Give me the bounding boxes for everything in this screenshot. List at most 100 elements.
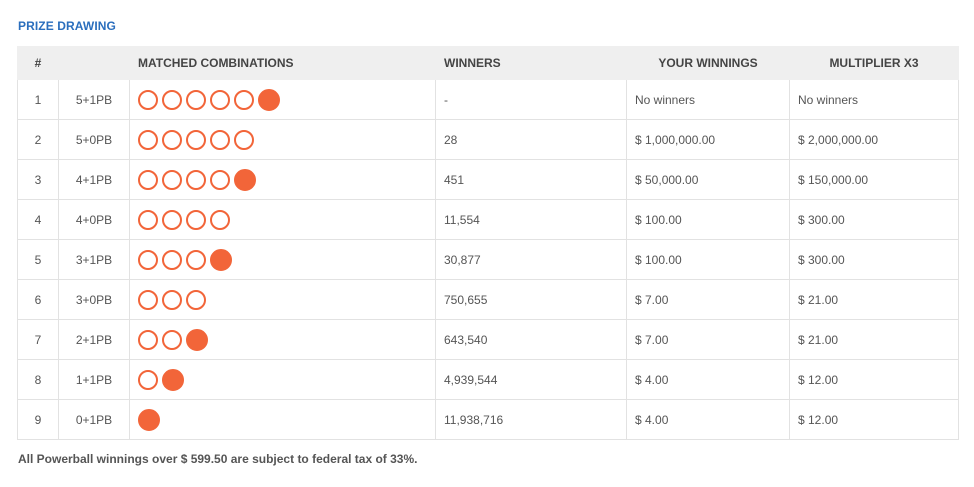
white-ball-icon: [162, 329, 182, 350]
powerball-icon: [210, 248, 232, 271]
row-number: 9: [17, 399, 59, 440]
your-winnings: $ 100.00: [626, 239, 790, 280]
header-matched-combinations: MATCHED COMBINATIONS: [129, 46, 436, 80]
multiplier-winnings: $ 12.00: [789, 399, 959, 440]
white-ball-icon: [138, 169, 158, 190]
your-winnings: $ 7.00: [626, 279, 790, 320]
your-winnings: $ 4.00: [626, 399, 790, 440]
white-ball-icon: [210, 209, 230, 230]
multiplier-winnings: $ 12.00: [789, 359, 959, 400]
table-row: 4 4+0PB 11,554 $ 100.00 $ 300.00: [17, 199, 959, 240]
white-ball-icon: [138, 249, 158, 270]
row-number: 6: [17, 279, 59, 320]
matched-balls: [138, 209, 427, 230]
white-ball-icon: [138, 89, 158, 110]
winners-count: 30,877: [435, 239, 627, 280]
combination-code: 2+1PB: [58, 319, 130, 360]
multiplier-winnings: $ 300.00: [789, 239, 959, 280]
matched-balls-cell: [129, 119, 436, 160]
combination-code: 3+0PB: [58, 279, 130, 320]
winners-count: -: [435, 79, 627, 120]
matched-balls: [138, 129, 427, 150]
multiplier-winnings: $ 21.00: [789, 319, 959, 360]
winners-count: 451: [435, 159, 627, 200]
powerball-icon: [186, 328, 208, 351]
header-num: #: [17, 46, 59, 80]
table-header-row: # MATCHED COMBINATIONS WINNERS YOUR WINN…: [17, 46, 959, 80]
white-ball-icon: [138, 329, 158, 350]
matched-balls: [138, 289, 427, 310]
white-ball-icon: [162, 289, 182, 310]
your-winnings: $ 100.00: [626, 199, 790, 240]
matched-balls: [138, 408, 427, 431]
powerball-icon: [162, 368, 184, 391]
winners-count: 4,939,544: [435, 359, 627, 400]
row-number: 1: [17, 79, 59, 120]
matched-balls-cell: [129, 199, 436, 240]
white-ball-icon: [210, 169, 230, 190]
matched-balls-cell: [129, 239, 436, 280]
powerball-icon: [138, 408, 160, 431]
page-title: PRIZE DRAWING: [18, 19, 116, 33]
row-number: 5: [17, 239, 59, 280]
winners-count: 750,655: [435, 279, 627, 320]
table-row: 3 4+1PB 451 $ 50,000.00 $ 150,000.00: [17, 159, 959, 200]
matched-balls-cell: [129, 79, 436, 120]
matched-balls-cell: [129, 159, 436, 200]
matched-balls-cell: [129, 319, 436, 360]
multiplier-winnings: $ 21.00: [789, 279, 959, 320]
header-winners: WINNERS: [435, 46, 627, 80]
white-ball-icon: [186, 209, 206, 230]
multiplier-winnings: $ 150,000.00: [789, 159, 959, 200]
multiplier-winnings: No winners: [789, 79, 959, 120]
table-body: 1 5+1PB - No winners No winners 2 5+0PB 28 $ 1,0…: [17, 79, 959, 440]
white-ball-icon: [186, 249, 206, 270]
table-row: 6 3+0PB 750,655 $ 7.00 $ 21.00: [17, 279, 959, 320]
prize-table: # MATCHED COMBINATIONS WINNERS YOUR WINN…: [17, 46, 959, 440]
your-winnings: $ 1,000,000.00: [626, 119, 790, 160]
combination-code: 1+1PB: [58, 359, 130, 400]
header-multiplier: MULTIPLIER X3: [789, 46, 959, 80]
table-row: 7 2+1PB 643,540 $ 7.00 $ 21.00: [17, 319, 959, 360]
white-ball-icon: [186, 89, 206, 110]
white-ball-icon: [234, 89, 254, 110]
table-row: 5 3+1PB 30,877 $ 100.00 $ 300.00: [17, 239, 959, 280]
white-ball-icon: [138, 369, 158, 390]
row-number: 4: [17, 199, 59, 240]
header-code-spacer: [58, 46, 130, 80]
white-ball-icon: [234, 129, 254, 150]
white-ball-icon: [162, 169, 182, 190]
row-number: 7: [17, 319, 59, 360]
white-ball-icon: [138, 209, 158, 230]
winners-count: 643,540: [435, 319, 627, 360]
white-ball-icon: [138, 129, 158, 150]
white-ball-icon: [186, 169, 206, 190]
multiplier-winnings: $ 300.00: [789, 199, 959, 240]
winners-count: 11,938,716: [435, 399, 627, 440]
white-ball-icon: [210, 129, 230, 150]
tax-note: All Powerball winnings over $ 599.50 are…: [18, 452, 418, 466]
white-ball-icon: [138, 289, 158, 310]
matched-balls: [138, 248, 427, 271]
matched-balls: [138, 368, 427, 391]
powerball-icon: [234, 168, 256, 191]
table-row: 9 0+1PB 11,938,716 $ 4.00 $ 12.00: [17, 399, 959, 440]
your-winnings: No winners: [626, 79, 790, 120]
combination-code: 0+1PB: [58, 399, 130, 440]
white-ball-icon: [162, 129, 182, 150]
row-number: 3: [17, 159, 59, 200]
matched-balls-cell: [129, 399, 436, 440]
matched-balls: [138, 168, 427, 191]
table-row: 2 5+0PB 28 $ 1,000,000.00 $ 2,000,000.00: [17, 119, 959, 160]
white-ball-icon: [162, 209, 182, 230]
header-your-winnings: YOUR WINNINGS: [626, 46, 790, 80]
powerball-icon: [258, 88, 280, 111]
combination-code: 3+1PB: [58, 239, 130, 280]
row-number: 2: [17, 119, 59, 160]
winners-count: 28: [435, 119, 627, 160]
table-row: 8 1+1PB 4,939,544 $ 4.00 $ 12.00: [17, 359, 959, 400]
your-winnings: $ 50,000.00: [626, 159, 790, 200]
table-row: 1 5+1PB - No winners No winners: [17, 79, 959, 120]
row-number: 8: [17, 359, 59, 400]
combination-code: 5+1PB: [58, 79, 130, 120]
